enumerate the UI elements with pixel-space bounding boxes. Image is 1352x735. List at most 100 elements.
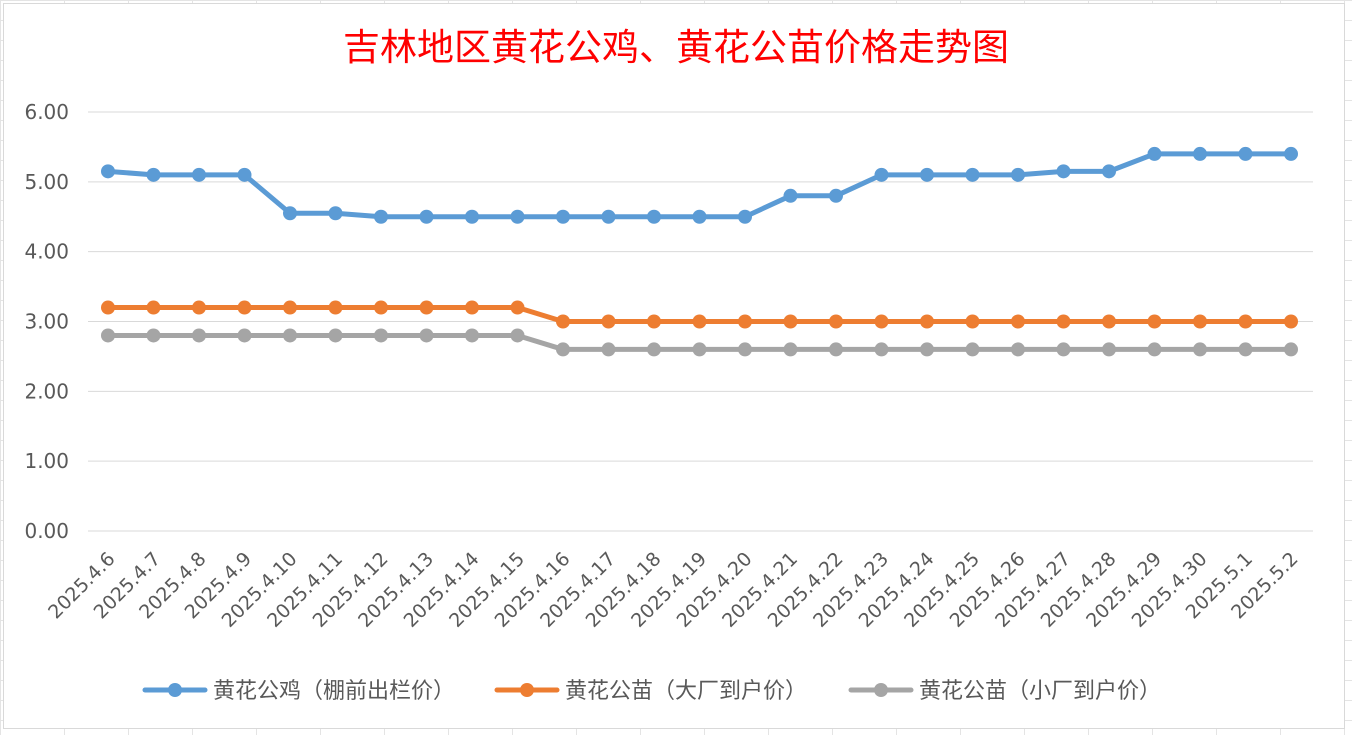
- data-point: [374, 300, 388, 315]
- data-point: [647, 209, 661, 224]
- data-point: [601, 209, 616, 224]
- data-point: [510, 300, 525, 315]
- data-point: [237, 167, 252, 182]
- data-point: [1102, 314, 1116, 329]
- data-point: [783, 342, 798, 357]
- y-tick-label: 1.00: [24, 449, 69, 473]
- data-point: [328, 300, 343, 315]
- data-point: [920, 342, 934, 357]
- data-point: [146, 167, 161, 182]
- data-point: [283, 300, 297, 315]
- data-point: [419, 209, 434, 224]
- data-point: [783, 188, 798, 203]
- data-point: [237, 300, 252, 315]
- data-point: [965, 342, 980, 357]
- data-point: [328, 206, 343, 221]
- legend-label: 黄花公鸡（棚前出栏价）: [213, 679, 455, 704]
- data-point: [146, 300, 161, 315]
- data-point: [1284, 342, 1298, 357]
- legend-label: 黄花公苗（小厂到户价）: [919, 679, 1161, 704]
- legend-item[interactable]: 黄花公苗（小厂到户价）: [848, 679, 1161, 704]
- data-point: [647, 314, 661, 329]
- y-tick-label: 3.00: [24, 310, 69, 334]
- data-point: [1238, 146, 1253, 161]
- y-tick-label: 5.00: [24, 170, 69, 194]
- data-point: [1147, 314, 1162, 329]
- data-point: [374, 328, 388, 343]
- data-point: [692, 209, 707, 224]
- legend[interactable]: 黄花公鸡（棚前出栏价） 黄花公苗（大厂到户价） 黄花公苗（小厂到户价）: [142, 679, 1161, 704]
- data-point: [419, 300, 434, 315]
- series-line: [105, 151, 1294, 220]
- data-point: [465, 300, 479, 315]
- data-point: [738, 314, 752, 329]
- data-point: [829, 314, 843, 329]
- legend-marker: [168, 683, 182, 697]
- data-point: [920, 314, 934, 329]
- data-point: [192, 300, 206, 315]
- data-point: [874, 342, 889, 357]
- data-point: [101, 328, 115, 343]
- data-point: [465, 209, 479, 224]
- data-point: [692, 342, 707, 357]
- data-point: [1238, 314, 1253, 329]
- data-point: [874, 167, 889, 182]
- data-point: [1056, 342, 1071, 357]
- legend-item[interactable]: 黄花公鸡（棚前出栏价）: [142, 679, 455, 704]
- data-point: [783, 314, 798, 329]
- data-point: [101, 300, 115, 315]
- y-tick-label: 0.00: [24, 519, 69, 543]
- data-point: [1238, 342, 1253, 357]
- x-axis-ticks: 2025.4.62025.4.72025.4.82025.4.92025.4.1…: [44, 548, 1302, 632]
- y-tick-label: 6.00: [24, 100, 69, 124]
- data-point: [419, 328, 434, 343]
- chart-frame[interactable]: [3, 3, 1345, 729]
- data-point: [510, 328, 525, 343]
- series-2: [101, 300, 1298, 329]
- data-point: [101, 164, 115, 179]
- y-axis-ticks: 0.00 1.00 2.00 3.00 4.00 5.00 6.00: [24, 100, 69, 543]
- data-point: [874, 314, 889, 329]
- data-point: [647, 342, 661, 357]
- data-point: [1147, 146, 1162, 161]
- data-point: [965, 314, 980, 329]
- data-point: [192, 328, 206, 343]
- data-point: [1193, 314, 1207, 329]
- data-point: [283, 328, 297, 343]
- data-point: [601, 314, 616, 329]
- data-point: [692, 314, 707, 329]
- data-point: [465, 328, 479, 343]
- legend-marker: [520, 683, 534, 697]
- data-point: [920, 167, 934, 182]
- series-3: [101, 328, 1298, 357]
- data-point: [146, 328, 161, 343]
- chart-title: 吉林地区黄花公鸡、黄花公苗价格走势图: [343, 26, 1009, 69]
- data-point: [237, 328, 252, 343]
- data-point: [1284, 146, 1298, 161]
- legend-item[interactable]: 黄花公苗（大厂到户价）: [494, 679, 807, 704]
- data-point: [328, 328, 343, 343]
- data-point: [556, 342, 570, 357]
- data-point: [1193, 342, 1207, 357]
- data-point: [283, 206, 297, 221]
- data-point: [1011, 167, 1025, 182]
- data-point: [510, 209, 525, 224]
- data-point: [1147, 342, 1162, 357]
- data-point: [1102, 342, 1116, 357]
- data-point: [556, 314, 570, 329]
- y-tick-label: 2.00: [24, 379, 69, 403]
- data-point: [1011, 342, 1025, 357]
- data-point: [556, 209, 570, 224]
- data-point: [738, 342, 752, 357]
- series-1: [101, 146, 1298, 224]
- y-tick-label: 4.00: [24, 240, 69, 264]
- data-point: [192, 167, 206, 182]
- legend-marker: [874, 683, 888, 697]
- series-group: [101, 146, 1298, 357]
- data-point: [374, 209, 388, 224]
- data-point: [1284, 314, 1298, 329]
- data-point: [601, 342, 616, 357]
- data-point: [1056, 164, 1071, 179]
- legend-label: 黄花公苗（大厂到户价）: [565, 679, 807, 704]
